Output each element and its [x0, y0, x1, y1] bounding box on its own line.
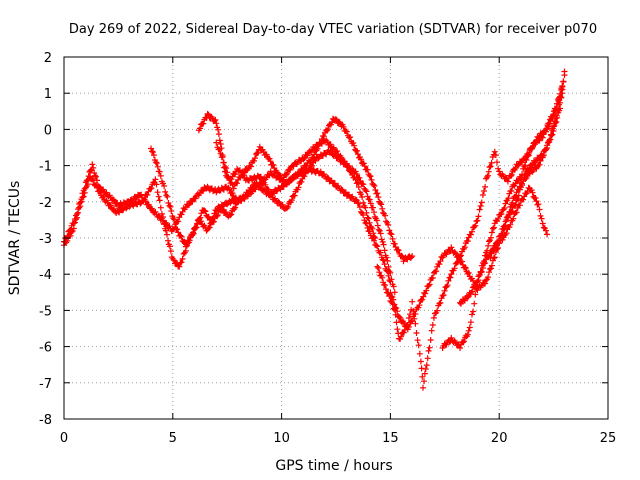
y-tick-label: -6 — [39, 341, 52, 356]
grid — [64, 57, 608, 419]
x-axis-label: GPS time / hours — [275, 458, 392, 474]
x-tick-label: 10 — [273, 431, 290, 446]
y-tick-label: 2 — [44, 51, 52, 66]
series-track-3 — [148, 145, 242, 250]
y-tick-label: -2 — [39, 196, 52, 211]
y-tick-label: 0 — [44, 123, 52, 138]
y-axis-label: SDTVAR / TECUs — [7, 181, 23, 296]
marker-path — [148, 145, 242, 250]
x-tick-label: 0 — [60, 431, 68, 446]
x-tick-label: 15 — [382, 431, 399, 446]
y-tick-label: -8 — [39, 413, 52, 428]
y-tick-label: -7 — [39, 377, 52, 392]
x-tick-label: 20 — [491, 431, 508, 446]
x-tick-label: 5 — [169, 431, 177, 446]
x-tick-label: 25 — [600, 431, 617, 446]
y-tick-label: -1 — [39, 160, 52, 175]
marker-path — [213, 139, 398, 296]
series-track-10 — [487, 68, 568, 261]
marker-path — [195, 110, 416, 265]
y-tick-label: -3 — [39, 232, 52, 247]
y-tick-label: 1 — [44, 87, 52, 102]
y-tick-label: -5 — [39, 304, 52, 319]
data-points — [61, 68, 568, 391]
series-track-5 — [213, 139, 398, 296]
y-tick-label: -4 — [39, 268, 52, 283]
series-track-4 — [195, 110, 416, 265]
chart-title: Day 269 of 2022, Sidereal Day-to-day VTE… — [69, 22, 597, 37]
marker-path — [487, 68, 568, 261]
axis-ticks: 0 5 10 15 20 25 -8 -7 -6 -5 -4 -3 -2 -1 0 1 2 — [39, 51, 616, 446]
